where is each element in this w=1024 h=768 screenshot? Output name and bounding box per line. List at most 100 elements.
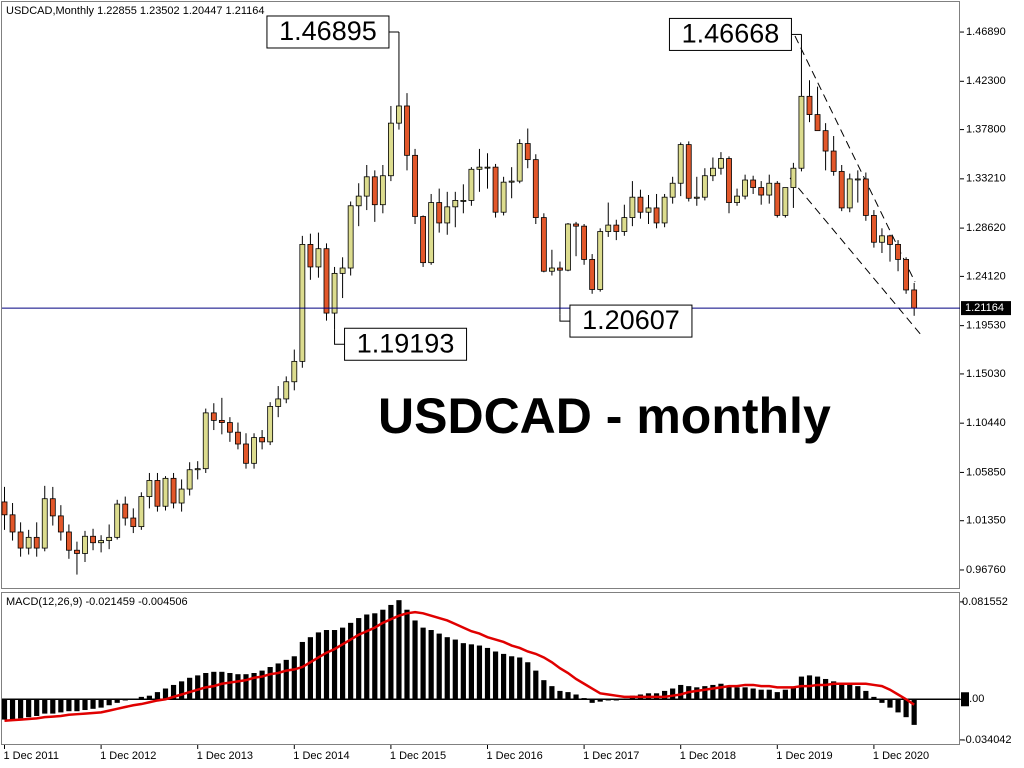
macd-bar	[179, 681, 185, 700]
candle-body	[806, 95, 813, 115]
macd-bar	[219, 671, 225, 700]
candle-body	[315, 248, 322, 268]
macd-bar	[863, 690, 869, 700]
macd-bar	[348, 622, 354, 700]
macd-bar	[162, 688, 169, 700]
macd-bar	[307, 637, 313, 700]
candle-body	[701, 175, 708, 198]
macd-bar	[460, 643, 466, 700]
candle-body	[17, 531, 24, 549]
candle-body	[798, 95, 805, 169]
macd-bar	[541, 680, 547, 700]
macd-bar	[855, 686, 861, 700]
callout-box	[569, 304, 693, 338]
macd-bar	[742, 687, 748, 700]
candle-body	[106, 536, 113, 541]
candle-body	[82, 535, 88, 554]
macd-panel	[1, 592, 960, 745]
macd-bar	[613, 699, 619, 701]
macd-bar	[678, 684, 684, 700]
macd-bar	[533, 670, 539, 700]
macd-bar	[372, 613, 378, 700]
candle-body	[814, 114, 821, 132]
macd-bar	[847, 684, 853, 700]
candle-body	[669, 182, 676, 198]
macd-bar	[58, 699, 64, 713]
candle-body	[202, 412, 209, 470]
x-tick-label: 1 Dec 2014	[293, 750, 349, 762]
candle-body	[9, 514, 16, 533]
candle-body	[492, 166, 499, 213]
candle-body	[685, 144, 692, 199]
macd-bar	[694, 687, 700, 700]
candle-body	[484, 166, 491, 169]
macd-bar	[90, 699, 96, 709]
macd-bar	[170, 684, 177, 700]
callout-box	[344, 327, 468, 361]
candle-body	[170, 477, 177, 504]
candle-body	[838, 171, 845, 209]
y-tick-label: 1.42300	[966, 75, 1006, 87]
macd-bar	[146, 695, 152, 700]
x-tick-label: 1 Dec 2016	[487, 750, 543, 762]
macd-bar	[476, 645, 483, 700]
candle-body	[734, 195, 740, 203]
macd-bar	[710, 684, 716, 700]
candle-body	[629, 196, 636, 218]
macd-bar	[154, 692, 161, 700]
candle-body	[251, 437, 257, 464]
candle-body	[412, 154, 418, 217]
candle-body	[903, 259, 909, 291]
macd-bar	[130, 699, 136, 700]
candle-body	[210, 412, 217, 421]
candle-body	[379, 175, 386, 206]
x-tick-label: 1 Dec 2013	[197, 750, 253, 762]
candle-body	[259, 437, 266, 443]
candle-body	[524, 143, 531, 161]
callout-label: 1.46895	[279, 16, 377, 46]
macd-bar	[444, 637, 450, 700]
trend-line	[789, 177, 923, 337]
macd-bar	[396, 600, 402, 700]
callout-label: 1.46668	[682, 19, 780, 49]
candle-body	[355, 195, 362, 207]
y-tick-label: 1.10440	[966, 417, 1006, 429]
macd-bar	[299, 641, 305, 700]
x-tick-label: 1 Dec 2012	[100, 750, 156, 762]
candle-body	[790, 167, 797, 188]
y-tick-label: 1.19530	[966, 320, 1006, 332]
macd-bar	[557, 690, 563, 700]
candle-body	[66, 531, 72, 551]
candle-body	[243, 443, 249, 464]
macd-bar	[581, 698, 587, 700]
candle-body	[854, 178, 861, 181]
candle-body	[589, 259, 596, 290]
macd-bar	[565, 692, 571, 700]
candle-body	[549, 267, 555, 272]
chart-title: USDCAD - monthly	[378, 388, 831, 444]
macd-bar	[356, 618, 362, 700]
candle-body	[186, 469, 193, 490]
candle-body	[621, 217, 628, 232]
callout-label: 1.19193	[357, 328, 455, 358]
candle-body	[895, 244, 901, 260]
macd-bar	[388, 604, 394, 700]
macd-bar	[267, 667, 273, 700]
candle-body	[74, 549, 80, 554]
candle-body	[613, 224, 620, 232]
macd-bar	[50, 699, 56, 714]
candle-body	[782, 187, 789, 216]
macd-bar	[98, 699, 104, 708]
candle-body	[436, 202, 443, 224]
candle-body	[396, 105, 402, 124]
macd-bar	[758, 689, 764, 700]
macd-bar	[790, 687, 796, 700]
macd-bar	[879, 699, 885, 703]
macd-bar	[903, 699, 909, 718]
candle-body	[661, 196, 668, 224]
candle-body	[516, 143, 523, 182]
candle-body	[122, 503, 129, 519]
macd-bar	[831, 681, 837, 700]
y-tick-label: 0.96760	[966, 564, 1006, 576]
candle-body	[226, 422, 233, 433]
